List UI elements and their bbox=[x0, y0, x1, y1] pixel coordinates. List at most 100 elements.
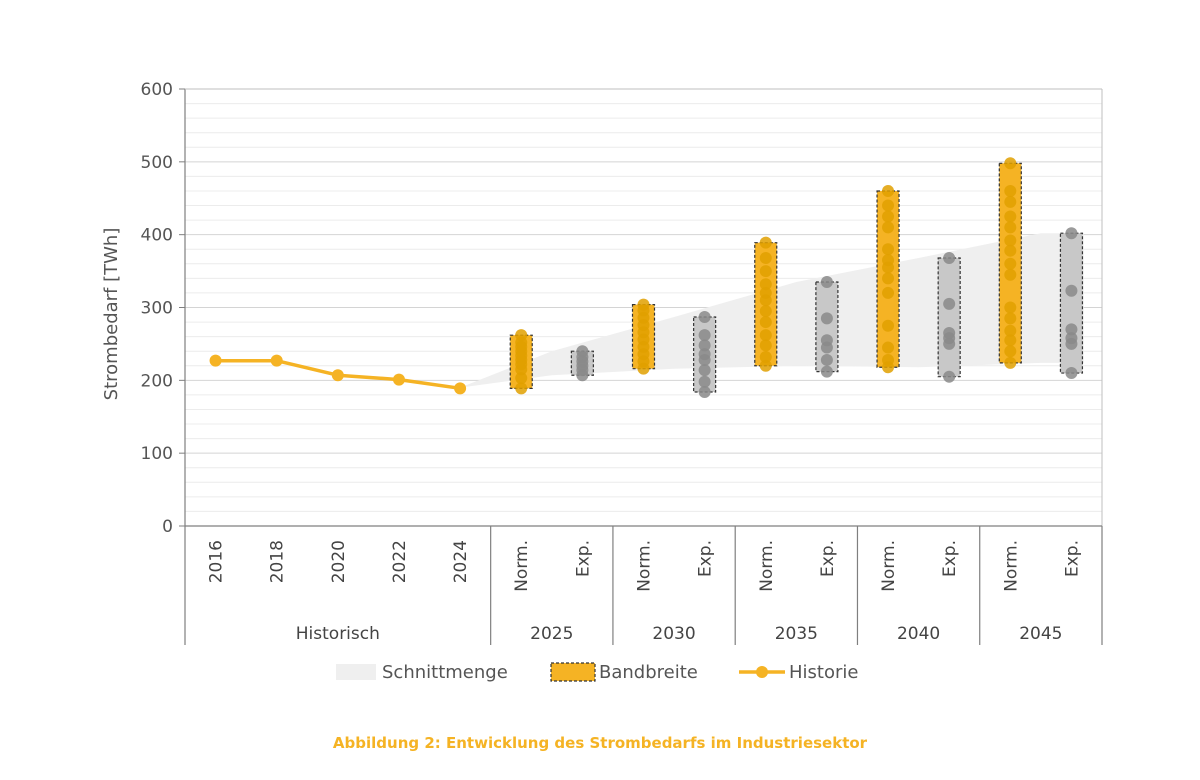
y-tick-label: 500 bbox=[141, 153, 173, 173]
range-point bbox=[1004, 356, 1017, 369]
y-tick-label: 600 bbox=[141, 80, 173, 100]
range-point bbox=[943, 251, 956, 264]
range-point bbox=[882, 243, 895, 256]
range-point bbox=[882, 254, 895, 267]
range-point bbox=[1065, 284, 1078, 297]
x-group-label: Historisch bbox=[296, 624, 380, 644]
y-tick-label: 0 bbox=[162, 517, 173, 537]
range-point bbox=[820, 276, 833, 289]
x-category-label: Norm. bbox=[879, 540, 899, 592]
x-category-label: Exp. bbox=[940, 540, 960, 577]
history-series-layer bbox=[209, 354, 467, 395]
y-tick-label: 200 bbox=[141, 371, 173, 391]
x-category-label: Exp. bbox=[696, 540, 716, 577]
x-category-labels: 2016 2018 2020 2022 2024 Norm. Exp. Norm. Exp. No… bbox=[207, 540, 1083, 592]
range-point bbox=[943, 370, 956, 383]
range-point bbox=[698, 375, 711, 388]
range-point bbox=[1004, 221, 1017, 234]
range-point bbox=[882, 319, 895, 332]
y-tick-labels: 0 100 200 300 400 500 600 bbox=[141, 80, 173, 537]
range-point bbox=[1065, 227, 1078, 240]
x-category-label: 2022 bbox=[390, 540, 410, 583]
history-point bbox=[270, 354, 283, 367]
range-point bbox=[515, 382, 528, 395]
x-category-label: 2024 bbox=[451, 540, 471, 583]
x-category-label: Exp. bbox=[818, 540, 838, 577]
range-point bbox=[1004, 244, 1017, 257]
range-point bbox=[1004, 312, 1017, 325]
range-point bbox=[1004, 334, 1017, 347]
legend-swatch-schnittmenge bbox=[336, 664, 376, 680]
range-point bbox=[1065, 323, 1078, 336]
range-point bbox=[1004, 345, 1017, 358]
x-group-label: 2030 bbox=[652, 624, 695, 644]
range-point bbox=[820, 365, 833, 378]
range-point bbox=[698, 348, 711, 361]
range-point bbox=[1004, 234, 1017, 247]
x-category-label: Exp. bbox=[1062, 540, 1082, 577]
x-category-label: Norm. bbox=[635, 540, 655, 592]
legend-swatch-historie-marker bbox=[756, 666, 768, 678]
legend: Schnittmenge Bandbreite Historie bbox=[336, 662, 858, 683]
figure-caption: Abbildung 2: Entwicklung des Strombedarf… bbox=[332, 734, 868, 752]
range-point bbox=[1065, 332, 1078, 345]
x-category-label: Norm. bbox=[757, 540, 777, 592]
range-point bbox=[759, 236, 772, 249]
range-bars-layer bbox=[509, 157, 1084, 398]
range-point bbox=[759, 339, 772, 352]
history-point bbox=[454, 382, 467, 395]
range-point bbox=[1004, 268, 1017, 281]
legend-label-schnittmenge: Schnittmenge bbox=[382, 662, 508, 683]
range-point bbox=[820, 312, 833, 325]
range-point bbox=[1004, 324, 1017, 337]
range-point bbox=[1065, 367, 1078, 380]
x-group-label: 2045 bbox=[1019, 624, 1062, 644]
range-point bbox=[759, 305, 772, 318]
range-point bbox=[943, 326, 956, 339]
range-bar-2045-exp bbox=[1059, 232, 1084, 374]
range-point bbox=[882, 184, 895, 197]
range-point bbox=[698, 339, 711, 352]
x-category-label: Norm. bbox=[512, 540, 532, 592]
range-point bbox=[759, 265, 772, 278]
range-point bbox=[637, 298, 650, 311]
x-group-labels: Historisch 2025 2030 2035 2040 2045 bbox=[296, 624, 1063, 644]
range-point bbox=[759, 351, 772, 364]
range-point bbox=[759, 329, 772, 342]
x-group-label: 2035 bbox=[775, 624, 818, 644]
x-category-label: 2016 bbox=[207, 540, 227, 583]
range-point bbox=[943, 297, 956, 310]
x-category-label: 2018 bbox=[268, 540, 288, 583]
range-point bbox=[1004, 157, 1017, 170]
range-point bbox=[882, 272, 895, 285]
range-point bbox=[882, 341, 895, 354]
x-group-label: 2025 bbox=[530, 624, 573, 644]
range-point bbox=[882, 221, 895, 234]
history-point bbox=[392, 373, 405, 386]
range-point bbox=[515, 329, 528, 342]
range-point bbox=[759, 316, 772, 329]
y-axis-label: Strombedarf [TWh] bbox=[101, 228, 122, 401]
range-point bbox=[882, 353, 895, 366]
x-group-label: 2040 bbox=[897, 624, 940, 644]
legend-swatch-bandbreite bbox=[550, 662, 596, 682]
legend-label-bandbreite: Bandbreite bbox=[599, 662, 698, 683]
legend-label-historie: Historie bbox=[789, 662, 858, 683]
x-category-label: Norm. bbox=[1001, 540, 1021, 592]
range-point bbox=[759, 286, 772, 299]
history-point bbox=[331, 369, 344, 382]
x-category-label: 2020 bbox=[329, 540, 349, 583]
range-point bbox=[759, 278, 772, 291]
range-point bbox=[882, 286, 895, 299]
range-point bbox=[882, 210, 895, 223]
range-point bbox=[820, 334, 833, 347]
range-point bbox=[759, 359, 772, 372]
history-point bbox=[209, 354, 222, 367]
x-category-label: Exp. bbox=[573, 540, 593, 577]
range-point bbox=[698, 364, 711, 377]
range-point bbox=[576, 345, 589, 358]
range-point bbox=[698, 385, 711, 398]
range-point bbox=[1004, 257, 1017, 270]
axes bbox=[179, 88, 1103, 645]
